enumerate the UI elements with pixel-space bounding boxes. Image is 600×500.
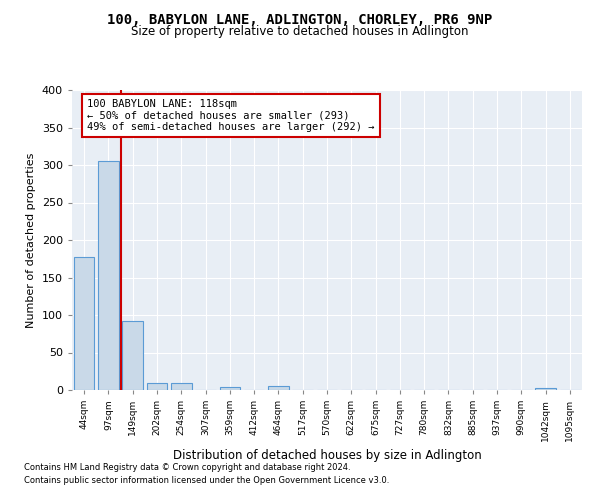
Bar <box>122 321 143 390</box>
Bar <box>98 161 119 390</box>
Text: Contains HM Land Registry data © Crown copyright and database right 2024.: Contains HM Land Registry data © Crown c… <box>24 464 350 472</box>
Text: 100 BABYLON LANE: 118sqm
← 50% of detached houses are smaller (293)
49% of semi-: 100 BABYLON LANE: 118sqm ← 50% of detach… <box>88 99 375 132</box>
Bar <box>146 383 167 390</box>
X-axis label: Distribution of detached houses by size in Adlington: Distribution of detached houses by size … <box>173 450 481 462</box>
Text: 100, BABYLON LANE, ADLINGTON, CHORLEY, PR6 9NP: 100, BABYLON LANE, ADLINGTON, CHORLEY, P… <box>107 12 493 26</box>
Y-axis label: Number of detached properties: Number of detached properties <box>26 152 36 328</box>
Text: Size of property relative to detached houses in Adlington: Size of property relative to detached ho… <box>131 25 469 38</box>
Text: Contains public sector information licensed under the Open Government Licence v3: Contains public sector information licen… <box>24 476 389 485</box>
Bar <box>171 382 191 390</box>
Bar <box>268 386 289 390</box>
Bar <box>220 387 240 390</box>
Bar <box>535 388 556 390</box>
Bar <box>74 256 94 390</box>
